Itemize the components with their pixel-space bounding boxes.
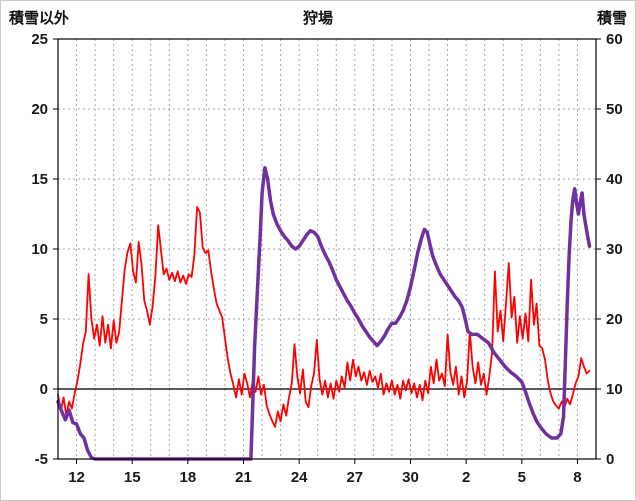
svg-text:10: 10 [606, 381, 623, 398]
right-axis-title: 積雪 [596, 10, 627, 27]
svg-text:30: 30 [402, 469, 419, 486]
svg-text:24: 24 [291, 469, 308, 486]
svg-text:21: 21 [235, 469, 252, 486]
chart-title: 狩場 [302, 10, 333, 27]
svg-text:25: 25 [31, 31, 48, 48]
svg-text:12: 12 [68, 469, 85, 486]
svg-text:20: 20 [31, 101, 48, 118]
svg-text:15: 15 [124, 469, 141, 486]
left-axis-title: 積雪以外 [9, 10, 70, 27]
svg-text:40: 40 [606, 171, 623, 188]
svg-text:-5: -5 [35, 451, 48, 468]
svg-text:60: 60 [606, 31, 623, 48]
svg-text:27: 27 [346, 469, 363, 486]
svg-text:10: 10 [31, 241, 48, 258]
svg-text:30: 30 [606, 241, 623, 258]
svg-text:0: 0 [606, 451, 614, 468]
svg-text:5: 5 [518, 469, 526, 486]
svg-text:2: 2 [462, 469, 470, 486]
svg-text:0: 0 [40, 381, 48, 398]
svg-text:50: 50 [606, 101, 623, 118]
svg-text:20: 20 [606, 311, 623, 328]
svg-text:8: 8 [573, 469, 581, 486]
svg-text:15: 15 [31, 171, 48, 188]
svg-text:5: 5 [40, 311, 48, 328]
svg-text:18: 18 [180, 469, 197, 486]
